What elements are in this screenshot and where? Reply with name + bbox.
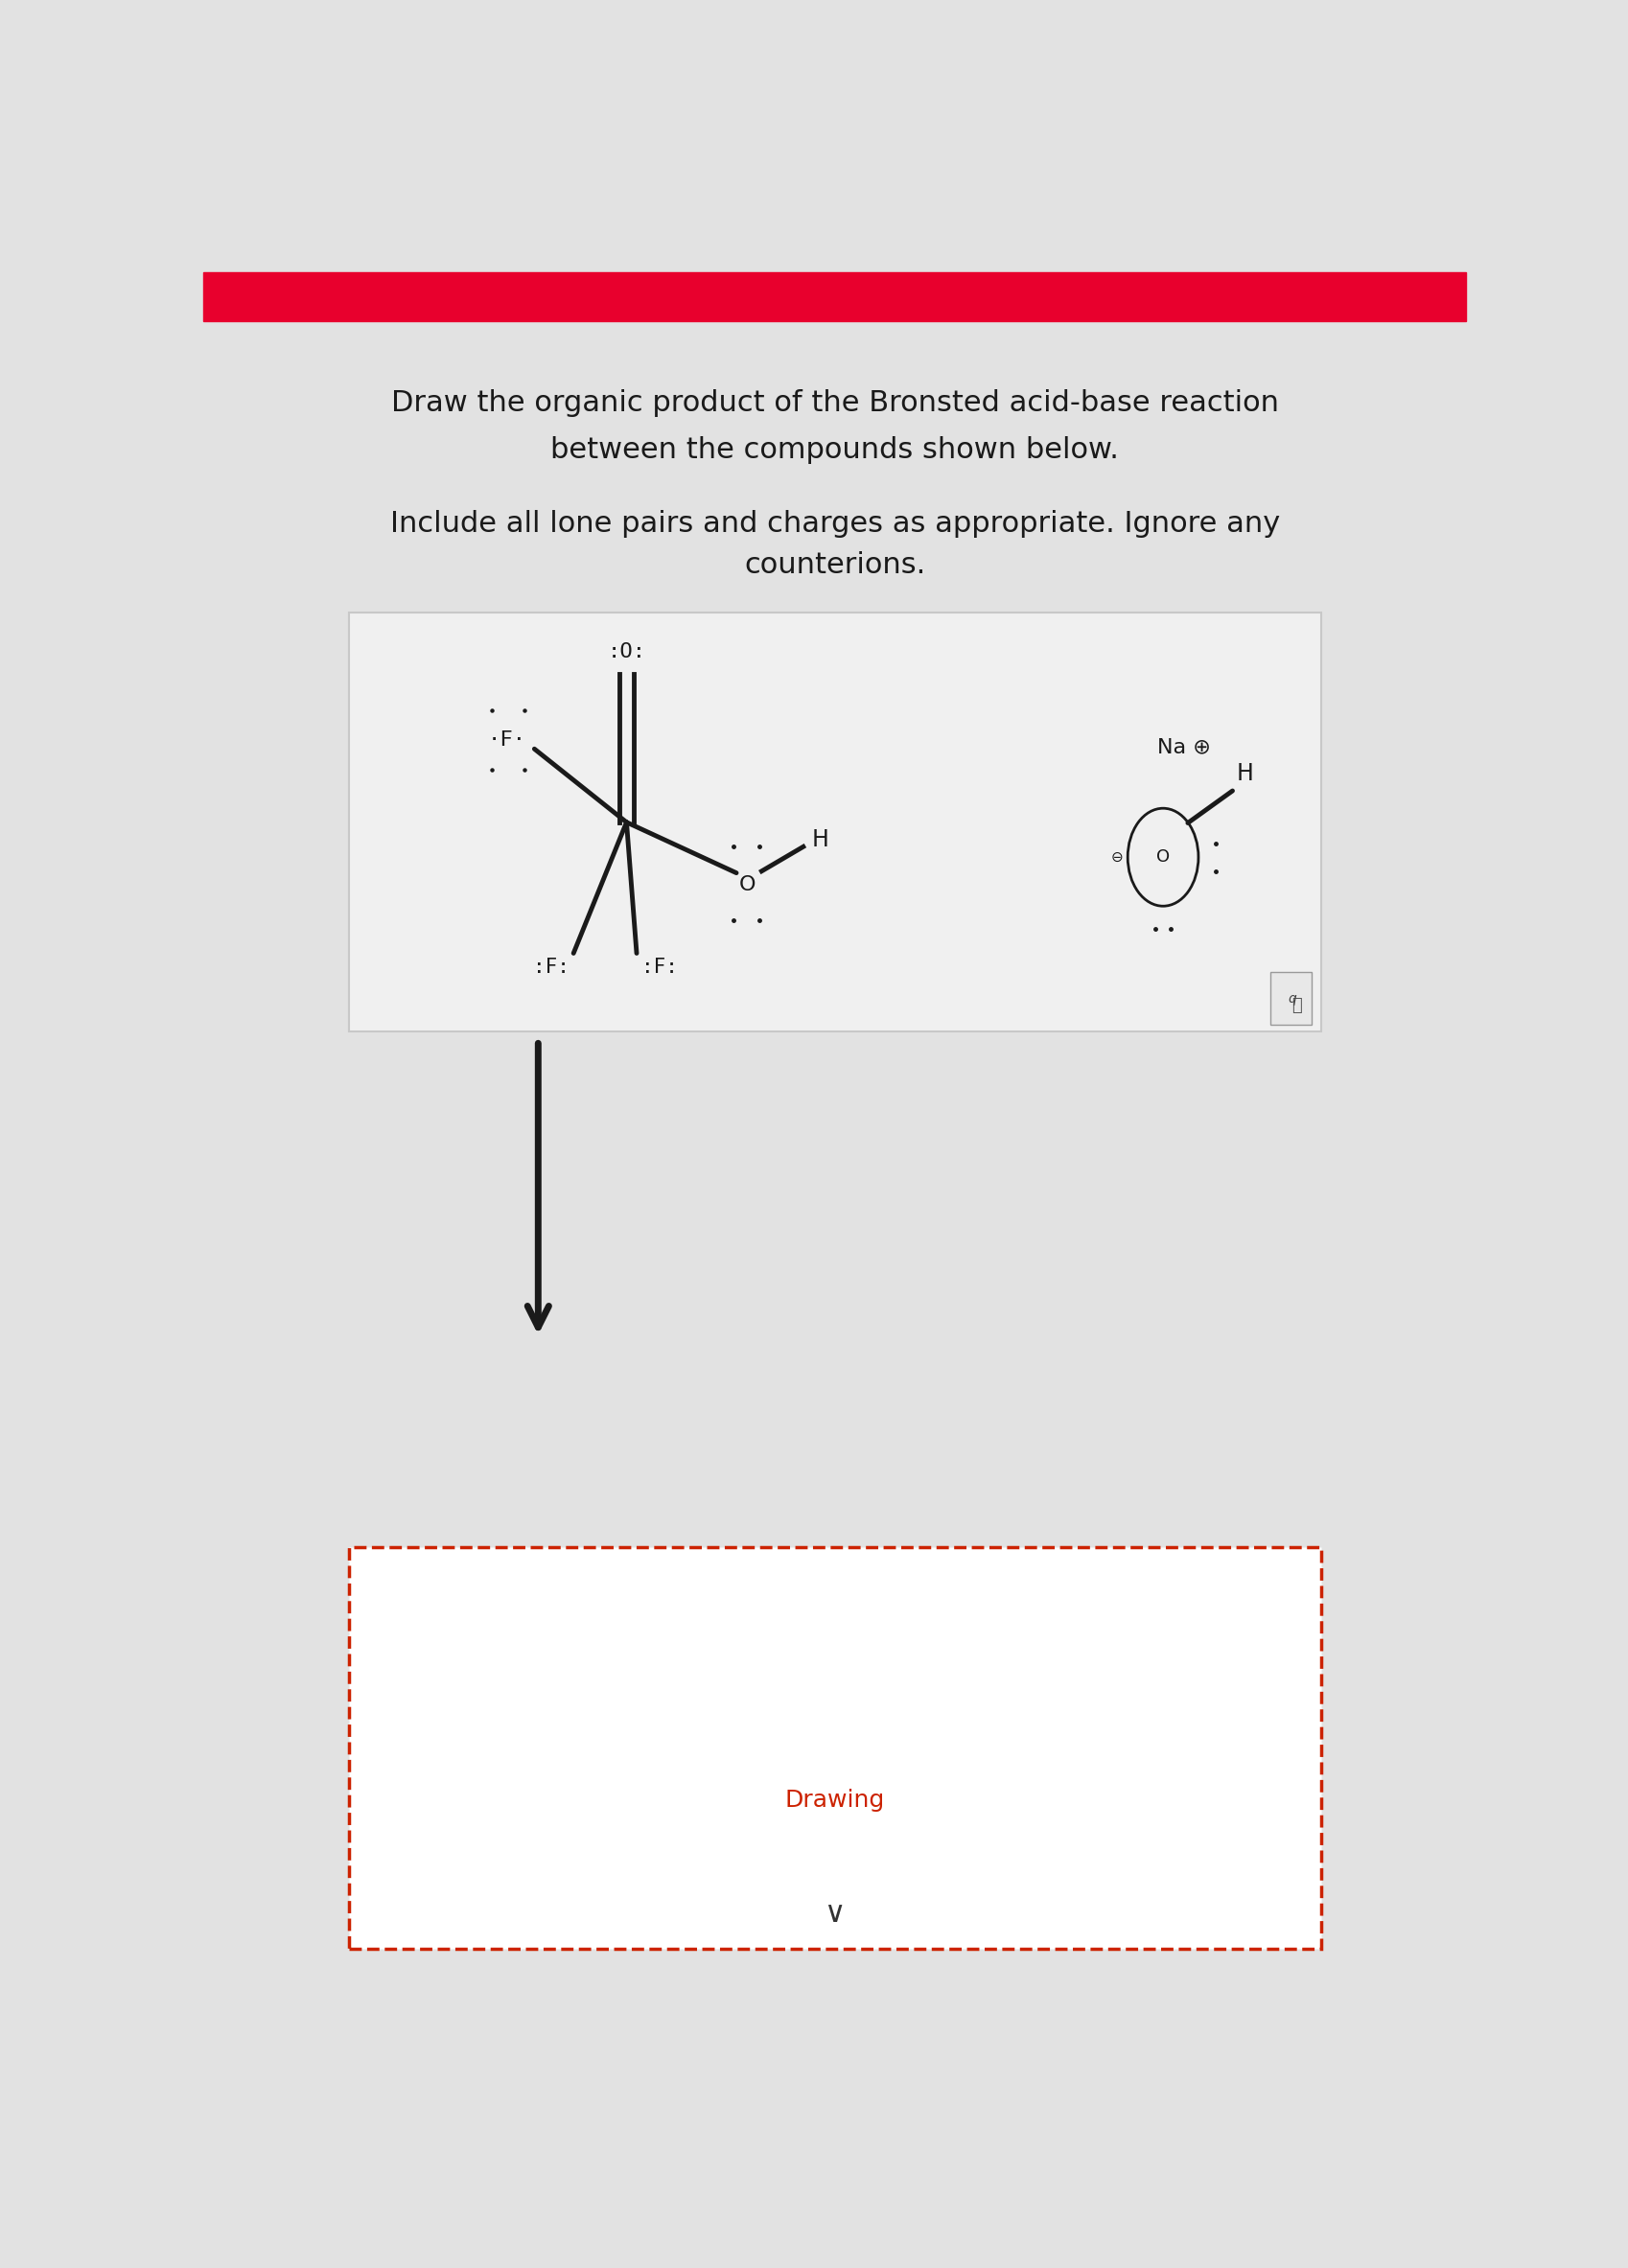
Text: O: O bbox=[739, 875, 755, 894]
Text: :F:: :F: bbox=[532, 957, 568, 978]
Bar bbox=[1270, 973, 1311, 1025]
Text: ·F·: ·F· bbox=[487, 730, 526, 751]
Bar bbox=[348, 1547, 1320, 1948]
Text: H: H bbox=[1236, 762, 1254, 785]
Text: q: q bbox=[1286, 991, 1296, 1005]
Text: ⊖: ⊖ bbox=[1110, 850, 1122, 864]
Text: H: H bbox=[812, 828, 829, 850]
Text: counterions.: counterions. bbox=[744, 551, 925, 578]
Text: Drawing: Drawing bbox=[785, 1789, 884, 1812]
Text: Include all lone pairs and charges as appropriate. Ignore any: Include all lone pairs and charges as ap… bbox=[389, 510, 1280, 538]
Bar bbox=[204, 272, 1465, 322]
Text: :F:: :F: bbox=[641, 957, 677, 978]
Bar bbox=[348, 612, 1320, 1032]
Text: Na ⊕: Na ⊕ bbox=[1156, 737, 1210, 758]
Text: between the compounds shown below.: between the compounds shown below. bbox=[550, 435, 1118, 465]
Text: Draw the organic product of the Bronsted acid-base reaction: Draw the organic product of the Bronsted… bbox=[391, 390, 1278, 417]
Text: :O:: :O: bbox=[607, 642, 645, 662]
Text: O: O bbox=[1156, 848, 1169, 866]
Text: ⌕: ⌕ bbox=[1291, 998, 1301, 1014]
Text: ∨: ∨ bbox=[824, 1901, 845, 1928]
